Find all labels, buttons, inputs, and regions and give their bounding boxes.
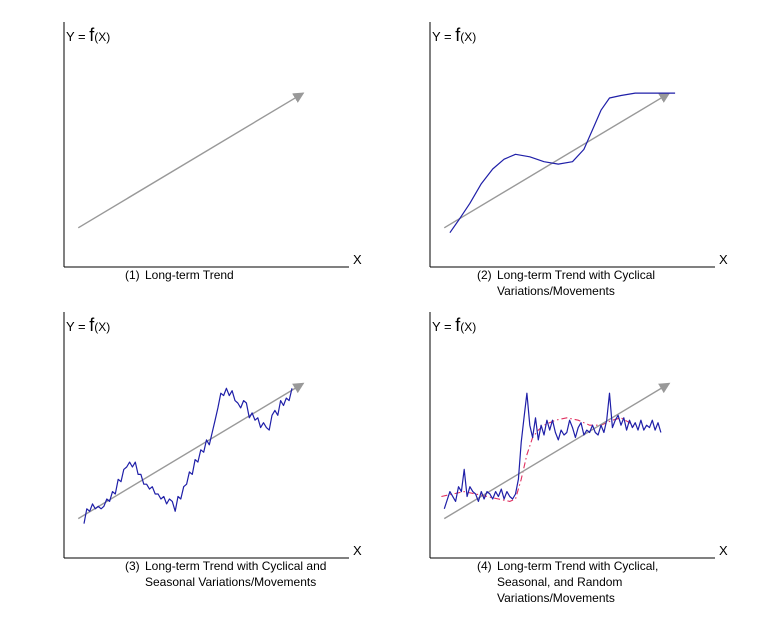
- trend-arrow: [77, 382, 305, 520]
- y-label-function: f: [455, 25, 461, 45]
- chart-panel-4: Y = f(X) X (4) Long-term Trend with Cyclica…: [429, 312, 728, 605]
- caption-line: Seasonal, and Random: [497, 575, 622, 589]
- panel-caption: (3) Long-term Trend with Cyclical and Seas…: [125, 559, 326, 589]
- caption-line: Long-term Trend with Cyclical,: [497, 559, 658, 573]
- chart-panel-3: Y = f(X) X (3) Long-term Trend with Cyclica…: [63, 312, 362, 589]
- caption-line: Variations/Movements: [497, 284, 615, 298]
- caption-number: (4): [477, 559, 492, 573]
- y-label-function: f: [89, 315, 95, 335]
- trend-arrow: [443, 92, 671, 229]
- panel-caption: (2) Long-term Trend with Cyclical Variatio…: [477, 268, 655, 298]
- cyclical-line: [441, 417, 636, 502]
- x-axis-label: X: [353, 252, 362, 267]
- y-axis-label: Y = f(X): [432, 315, 476, 335]
- trend-arrow: [77, 92, 305, 229]
- y-label-argument: (X): [94, 30, 110, 44]
- chart-panel-2: Y = f(X) X (2) Long-term Trend with Cyclica…: [429, 22, 728, 298]
- y-axis-label: Y = f(X): [66, 315, 110, 335]
- chart-panel-1: Y = f(X) X (1) Long-term Trend: [63, 22, 362, 282]
- y-label-argument: (X): [460, 320, 476, 334]
- panel-caption: (1) Long-term Trend: [125, 268, 234, 282]
- y-label-argument: (X): [94, 320, 110, 334]
- y-label-function: f: [455, 315, 461, 335]
- series-line: [83, 387, 293, 524]
- panel-caption: (4) Long-term Trend with Cyclical, Seasona…: [477, 559, 658, 605]
- y-label-argument: (X): [460, 30, 476, 44]
- series-line: [449, 92, 676, 234]
- y-label-prefix: Y =: [432, 319, 455, 334]
- x-axis-label: X: [719, 543, 728, 558]
- caption-line: Long-term Trend with Cyclical: [497, 268, 655, 282]
- caption-line: Variations/Movements: [497, 591, 615, 605]
- y-label-prefix: Y =: [66, 29, 89, 44]
- caption-number: (2): [477, 268, 492, 282]
- y-label-function: f: [89, 25, 95, 45]
- y-axis-label: Y = f(X): [432, 25, 476, 45]
- trend-arrow: [443, 382, 671, 520]
- caption-line: Long-term Trend: [145, 268, 234, 282]
- caption-line: Long-term Trend with Cyclical and: [145, 559, 326, 573]
- y-label-prefix: Y =: [66, 319, 89, 334]
- x-axis-label: X: [353, 543, 362, 558]
- caption-number: (1): [125, 268, 140, 282]
- caption-line: Seasonal Variations/Movements: [145, 575, 316, 589]
- caption-number: (3): [125, 559, 140, 573]
- y-label-prefix: Y =: [432, 29, 455, 44]
- series-line: [443, 392, 662, 509]
- x-axis-label: X: [719, 252, 728, 267]
- y-axis-label: Y = f(X): [66, 25, 110, 45]
